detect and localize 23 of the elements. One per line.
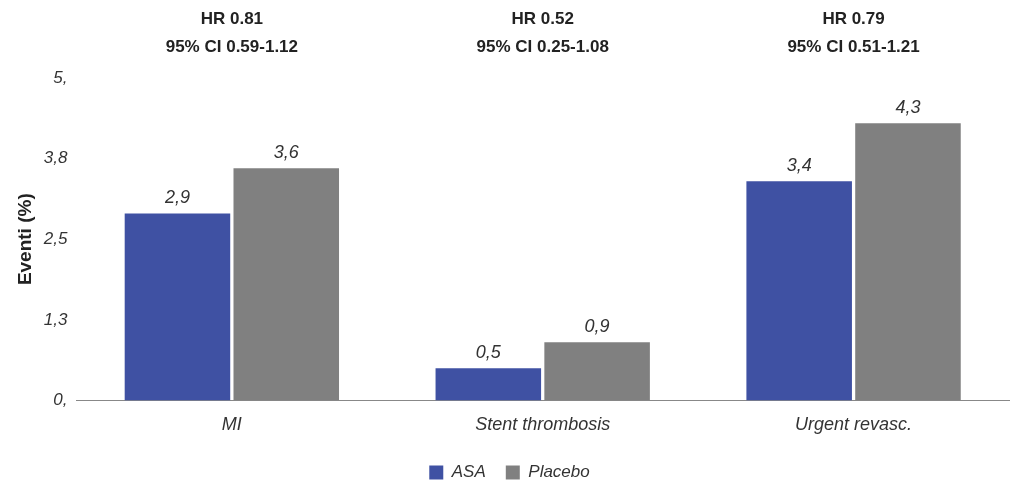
data-label: 0,9: [584, 316, 610, 337]
data-label: 4,3: [895, 97, 921, 118]
bar: [746, 181, 852, 401]
bar: [124, 213, 231, 401]
x-tick-label: Urgent revasc.: [795, 414, 913, 435]
y-tick-label: 2,5: [42, 228, 68, 248]
bar: [435, 368, 542, 401]
y-tick-label: 5,: [53, 67, 68, 87]
data-label: 3,4: [786, 155, 812, 176]
text: HR 0.52 95% CI 0.25-1.08: [476, 9, 609, 57]
y-tick-label: 3,8: [43, 148, 68, 168]
text: HR 0.81 95% CI 0.59-1.12: [165, 9, 299, 57]
data-label: 3,6: [273, 142, 300, 163]
y-tick-label: 0,: [53, 390, 68, 410]
data-label: 2,9: [163, 187, 190, 208]
x-tick-label: Stent thrombosis: [475, 414, 611, 435]
text: HR 0.79 95% CI 0.51-1.21: [787, 9, 920, 57]
legend-label: Placebo: [528, 462, 590, 482]
legend-label: ASA: [450, 462, 486, 482]
y-axis-title: Eventi (%): [13, 193, 35, 286]
x-tick-label: MI: [221, 414, 242, 435]
data-label: 0,5: [475, 342, 502, 363]
y-tick-label: 1,3: [43, 309, 68, 329]
